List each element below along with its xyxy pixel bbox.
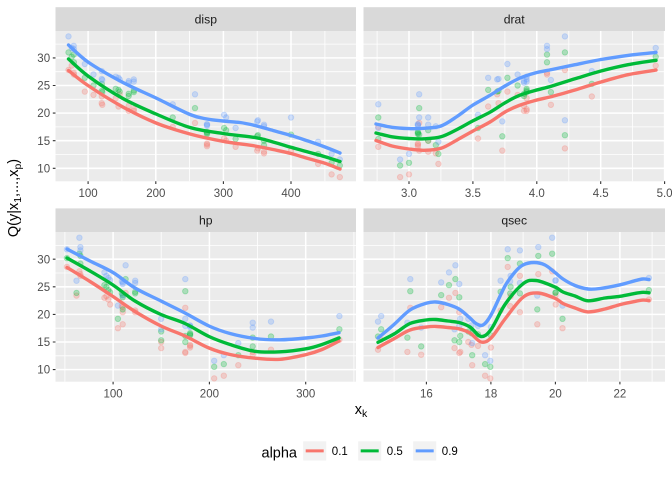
svg-text:4.0: 4.0: [529, 188, 545, 200]
svg-text:0.1: 0.1: [332, 446, 348, 458]
svg-text:100: 100: [79, 188, 98, 200]
svg-text:15: 15: [37, 337, 50, 349]
svg-text:0.5: 0.5: [387, 446, 403, 458]
svg-text:10: 10: [37, 163, 50, 175]
svg-text:4.5: 4.5: [593, 188, 609, 200]
svg-text:200: 200: [200, 388, 219, 400]
svg-text:15: 15: [37, 136, 50, 148]
svg-text:18: 18: [485, 388, 498, 400]
svg-text:300: 300: [214, 188, 233, 200]
svg-text:drat: drat: [504, 13, 526, 27]
svg-text:5.0: 5.0: [657, 188, 672, 200]
svg-text:16: 16: [420, 388, 433, 400]
svg-text:20: 20: [37, 310, 50, 322]
svg-text:400: 400: [281, 188, 300, 200]
svg-text:0.9: 0.9: [442, 446, 458, 458]
svg-text:hp: hp: [199, 214, 213, 228]
svg-text:3.5: 3.5: [465, 188, 481, 200]
svg-text:22: 22: [614, 388, 627, 400]
svg-text:25: 25: [37, 282, 50, 294]
svg-text:20: 20: [549, 388, 562, 400]
svg-text:qsec: qsec: [501, 214, 527, 228]
svg-text:25: 25: [37, 81, 50, 93]
svg-text:3.0: 3.0: [401, 188, 417, 200]
svg-text:30: 30: [37, 254, 50, 266]
svg-text:300: 300: [296, 388, 315, 400]
svg-text:200: 200: [146, 188, 165, 200]
svg-text:20: 20: [37, 108, 50, 120]
svg-text:disp: disp: [195, 13, 218, 27]
svg-text:alpha: alpha: [262, 445, 298, 461]
svg-text:30: 30: [37, 53, 50, 65]
svg-text:10: 10: [37, 365, 50, 377]
svg-text:Q(y|x1,...,xp): Q(y|x1,...,xp): [6, 159, 24, 237]
svg-text:100: 100: [104, 388, 123, 400]
